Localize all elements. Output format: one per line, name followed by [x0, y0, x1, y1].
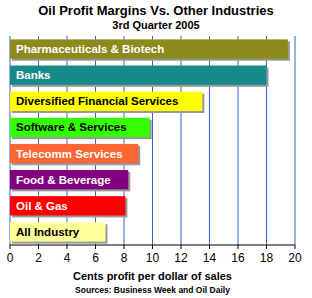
tick-label: 18 — [260, 251, 274, 265]
grid-line — [295, 36, 296, 245]
bar — [10, 144, 138, 163]
tick-mark — [152, 245, 153, 249]
tick-label: 4 — [64, 251, 71, 265]
bars — [10, 39, 290, 243]
tick-mark — [238, 245, 239, 249]
tick-label: 0 — [7, 251, 14, 265]
tick-mark — [38, 245, 39, 249]
category-label: Software & Services — [16, 121, 127, 133]
tick-label: 16 — [231, 251, 245, 265]
tick-mark — [67, 245, 68, 249]
tick-mark — [10, 245, 11, 249]
tick-label: 6 — [92, 251, 99, 265]
bar — [10, 118, 150, 137]
bar — [10, 66, 267, 85]
title: Oil Profit Margins Vs. Other Industries — [38, 3, 274, 18]
tick-mark — [181, 245, 182, 249]
tick-label: 8 — [121, 251, 128, 265]
tick-mark — [209, 245, 210, 249]
category-label: Diversified Financial Services — [16, 95, 178, 107]
category-label: Telecomm Services — [16, 148, 123, 160]
tick-label: 14 — [203, 251, 217, 265]
background — [0, 0, 312, 298]
bar — [10, 196, 125, 215]
tick-mark — [95, 245, 96, 249]
tick-label: 12 — [174, 251, 188, 265]
tick-mark — [295, 245, 296, 249]
chart: Oil Profit Margins Vs. Other Industries3… — [0, 0, 312, 298]
x-axis — [10, 245, 295, 246]
category-label: Oil & Gas — [16, 200, 68, 212]
bar — [10, 222, 105, 241]
category-label: Banks — [16, 69, 51, 81]
bar — [10, 170, 128, 189]
subtitle: 3rd Quarter 2005 — [112, 19, 199, 31]
tick-mark — [124, 245, 125, 249]
bar — [10, 92, 202, 111]
tick-mark — [266, 245, 267, 249]
category-label: Pharmaceuticals & Biotech — [16, 43, 164, 55]
tick-label: 2 — [35, 251, 42, 265]
bar — [10, 39, 288, 58]
category-label: Food & Beverage — [16, 174, 111, 186]
tick-label: 20 — [288, 251, 302, 265]
bar-labels: Pharmaceuticals & Biotech Banks Diversifie… — [16, 43, 178, 238]
tick-label: 10 — [146, 251, 160, 265]
annotation: Sources: Business Week and Oil Daily — [75, 285, 230, 295]
x-axis-label: Cents profit per dollar of sales — [73, 270, 232, 282]
category-label: All Industry — [16, 226, 80, 238]
